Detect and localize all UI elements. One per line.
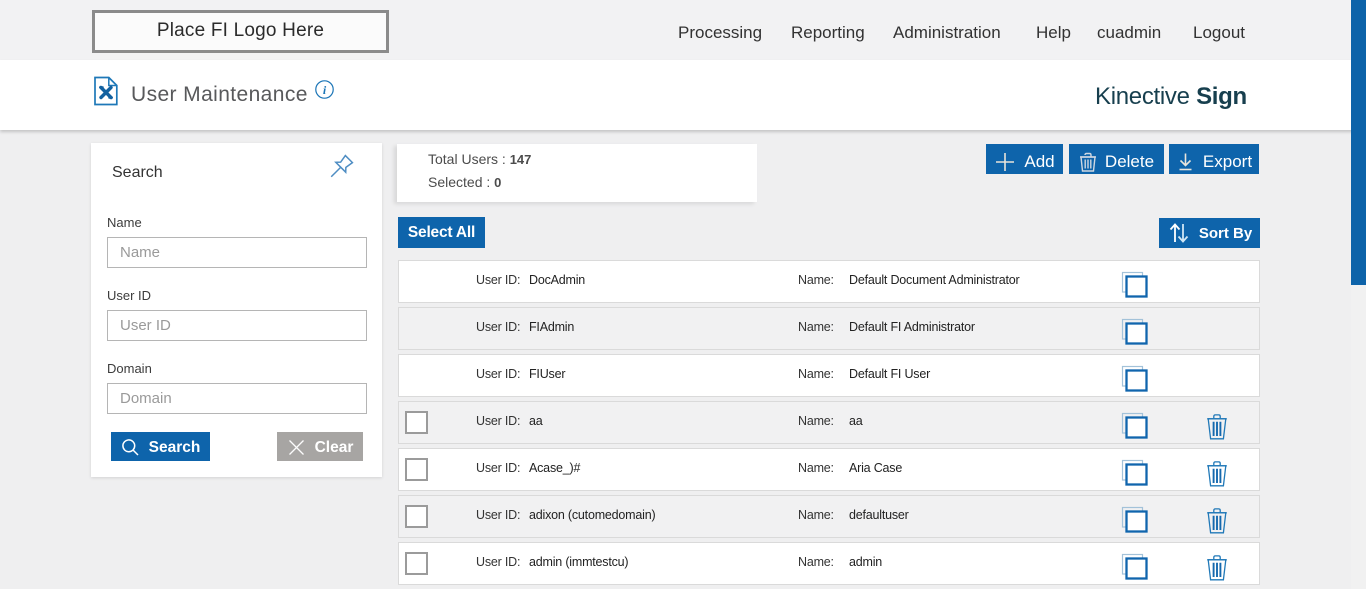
svg-text:i: i (323, 83, 327, 97)
